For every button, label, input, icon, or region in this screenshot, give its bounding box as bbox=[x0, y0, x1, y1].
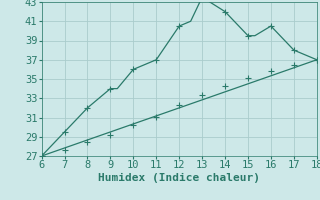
X-axis label: Humidex (Indice chaleur): Humidex (Indice chaleur) bbox=[98, 173, 260, 183]
